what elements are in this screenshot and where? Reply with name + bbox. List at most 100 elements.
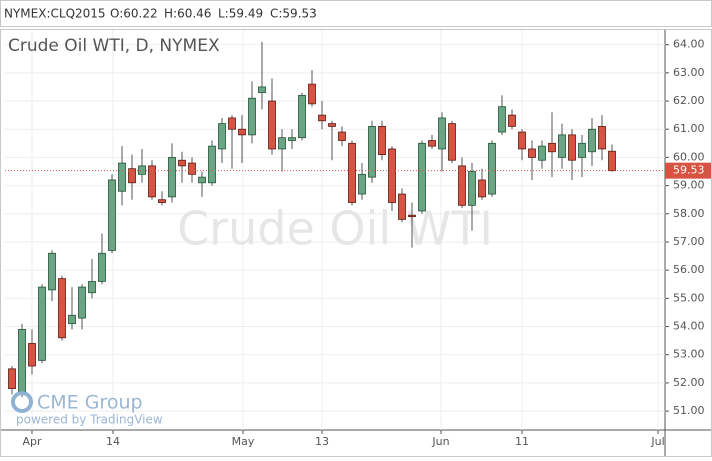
candle-body (38, 286, 46, 361)
candle-body (378, 126, 386, 155)
x-tick-label: 14 (106, 435, 120, 448)
candle-body (218, 123, 226, 150)
candle-body (48, 252, 56, 291)
candle-body (288, 137, 296, 141)
candle-body (568, 134, 576, 161)
candle-body (448, 123, 456, 161)
candle-body (138, 165, 146, 175)
candle-body (208, 145, 216, 184)
candle-body (388, 148, 396, 203)
candle-body (158, 199, 166, 203)
x-tick-label: May (232, 435, 255, 448)
y-tick-label: 58.00 (673, 207, 705, 220)
candle-body (588, 128, 596, 153)
candle-body (468, 171, 476, 206)
candle-body (518, 131, 526, 150)
candle-body (318, 114, 326, 122)
candle-body (338, 131, 346, 141)
candle-body (358, 173, 366, 195)
candle-body (548, 142, 556, 153)
candle-body (348, 142, 356, 203)
candle-body (488, 142, 496, 195)
y-tick-label: 55.00 (673, 291, 705, 304)
y-tick-label: 53.00 (673, 348, 705, 361)
candle-body (418, 142, 426, 212)
y-tick-label: 56.00 (673, 263, 705, 276)
candle-body (398, 193, 406, 220)
logo-text: CME Group (37, 392, 143, 414)
candle-body (308, 83, 316, 105)
candle-body (248, 97, 256, 136)
x-tick-label: 11 (515, 435, 529, 448)
candle-body (598, 126, 606, 150)
candle-body (68, 314, 76, 325)
candle-body (298, 94, 306, 139)
candle-body (428, 140, 436, 147)
candle-body (328, 123, 336, 127)
candle-body (408, 214, 416, 218)
ohlc-close: C:59.53 (270, 7, 317, 21)
candle-body (58, 278, 66, 339)
candle-body (538, 145, 546, 161)
candle-body (198, 176, 206, 184)
candle-body (498, 106, 506, 133)
candle-body (78, 286, 86, 319)
y-tick-label: 60.00 (673, 150, 705, 163)
candle-body (458, 165, 466, 206)
plot (8, 41, 616, 398)
candle-body (508, 114, 516, 127)
ohlc-open: O:60.22 (110, 7, 158, 21)
y-tick-label: 57.00 (673, 235, 705, 248)
candle-body (278, 137, 286, 150)
candle-body (148, 165, 156, 198)
watermark: Crude Oil WTI (177, 202, 493, 256)
y-tick-label: 59.00 (673, 179, 705, 192)
candle-body (228, 117, 236, 130)
x-tick-label: Jul (650, 435, 664, 448)
candle-body (578, 142, 586, 158)
symbol: NYMEX:CLQ2015 (4, 7, 106, 21)
candle-body (368, 126, 376, 178)
chart-title: Crude Oil WTI, D, NYMEX (8, 36, 220, 56)
candle-body (88, 281, 96, 294)
candle-body (478, 179, 486, 198)
candle-body (18, 328, 26, 392)
candle-body (558, 134, 566, 158)
candle-body (238, 128, 246, 136)
y-tick-label: 52.00 (673, 376, 705, 389)
candle-body (188, 162, 196, 175)
candle-body (268, 100, 276, 150)
last-price-tag (665, 162, 711, 179)
candle-body (178, 159, 186, 167)
candle-body (108, 179, 116, 251)
last-price-label: 59.53 (673, 164, 705, 177)
x-tick-label: Apr (22, 435, 42, 448)
logo: CME Group powered by TradingView (11, 391, 163, 427)
candle-body (28, 343, 36, 367)
x-tick-label: Jun (431, 435, 449, 448)
powered-by: powered by TradingView (16, 413, 163, 427)
ohlc-high: H:60.46 (164, 7, 211, 21)
candle-body (528, 148, 536, 158)
candle-body (258, 86, 266, 93)
grid (5, 30, 665, 430)
candle-body (118, 162, 126, 192)
y-tick-label: 51.00 (673, 404, 705, 417)
candle-body (438, 117, 446, 150)
candle-body (8, 368, 16, 389)
header-bar (0, 0, 712, 27)
y-tick-label: 54.00 (673, 320, 705, 333)
y-tick-label: 62.00 (673, 94, 705, 107)
y-tick-label: 61.00 (673, 122, 705, 135)
ohlc-low: L:59.49 (218, 7, 263, 21)
y-tick-label: 63.00 (673, 66, 705, 79)
candle-body (98, 252, 106, 282)
x-tick-label: 13 (315, 435, 329, 448)
candle-body (128, 168, 136, 184)
candle-body (168, 157, 176, 198)
logo-icon (11, 391, 33, 413)
candle-body (608, 150, 616, 172)
y-tick-label: 64.00 (673, 38, 705, 51)
